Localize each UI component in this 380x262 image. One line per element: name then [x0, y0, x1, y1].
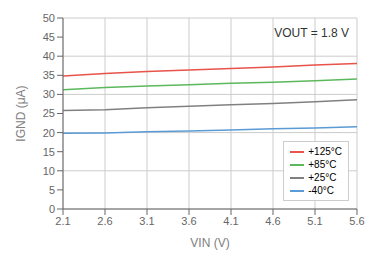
svg-text:5: 5 [49, 184, 55, 196]
svg-text:3.6: 3.6 [181, 215, 196, 227]
svg-text:50: 50 [43, 12, 55, 24]
html-text:+25°C: +25°C [308, 172, 337, 183]
svg-text:5.1: 5.1 [307, 215, 322, 227]
html-text:-40°C: -40°C [308, 185, 334, 196]
svg-text:25: 25 [43, 107, 55, 119]
svg-text:30: 30 [43, 88, 55, 100]
html-text:VOUT = 1.8 V: VOUT = 1.8 V [274, 26, 349, 40]
svg-text:35: 35 [43, 69, 55, 81]
svg-text:IGND (μA): IGND (μA) [14, 85, 28, 141]
svg-text:40: 40 [43, 50, 55, 62]
svg-text:0: 0 [49, 203, 55, 215]
svg-text:VIN (V): VIN (V) [190, 236, 229, 250]
svg-text:10: 10 [43, 165, 55, 177]
html-text:+85°C: +85°C [308, 159, 337, 170]
svg-text:4.6: 4.6 [265, 215, 280, 227]
svg-text:20: 20 [43, 127, 55, 139]
svg-text:2.6: 2.6 [97, 215, 112, 227]
svg-text:5.6: 5.6 [349, 215, 364, 227]
svg-text:45: 45 [43, 31, 55, 43]
svg-text:2.1: 2.1 [55, 215, 70, 227]
html-text:+125°C: +125°C [308, 146, 342, 157]
svg-text:4.1: 4.1 [223, 215, 238, 227]
svg-text:15: 15 [43, 146, 55, 158]
svg-text:3.1: 3.1 [139, 215, 154, 227]
